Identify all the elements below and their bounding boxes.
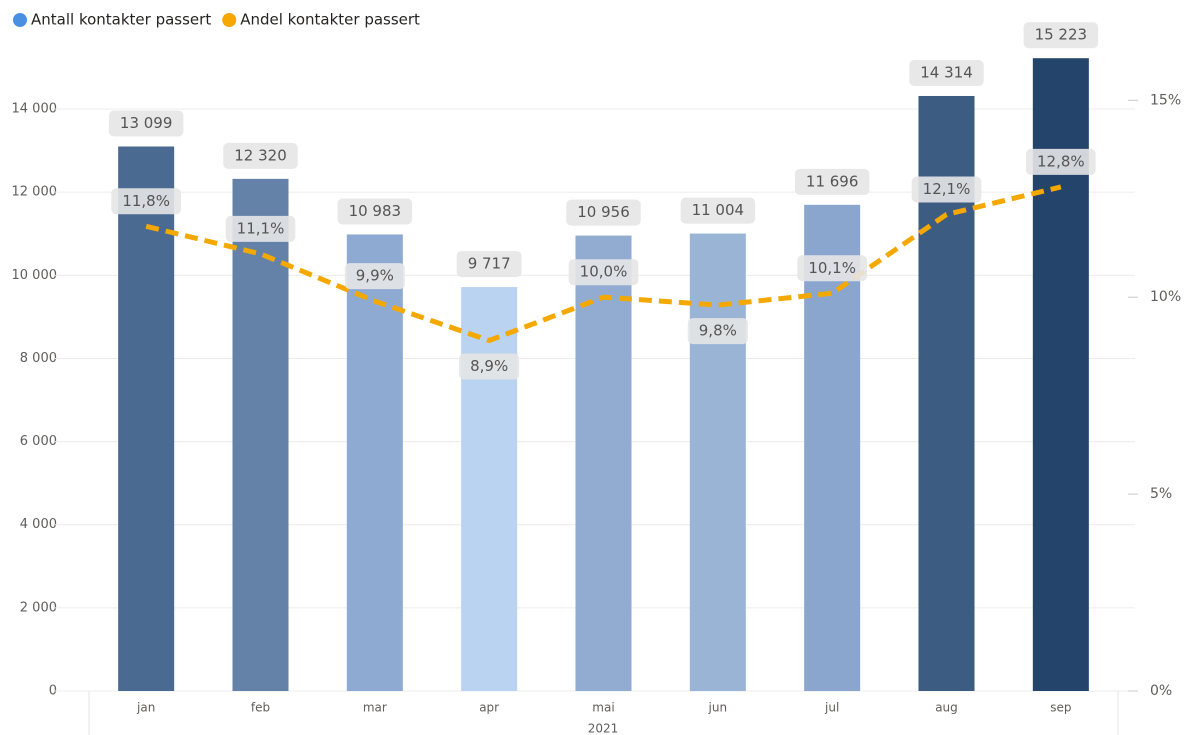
data-label: 11 696 bbox=[794, 168, 870, 195]
data-label: 8,9% bbox=[459, 353, 520, 380]
data-label: 11,1% bbox=[225, 215, 296, 242]
data-label-box bbox=[797, 255, 867, 282]
y-tick-label: 2 000 bbox=[20, 600, 57, 615]
data-label-box bbox=[223, 142, 298, 169]
data-label-text: 15 223 bbox=[1035, 26, 1088, 44]
data-label-box bbox=[456, 251, 522, 278]
x-tick-label: jan bbox=[136, 701, 155, 715]
data-label-text: 10,1% bbox=[808, 259, 856, 277]
data-label-text: 10,0% bbox=[580, 263, 628, 281]
data-label: 12,1% bbox=[911, 176, 982, 203]
bar bbox=[118, 146, 175, 691]
x-tick-label: feb bbox=[251, 701, 270, 715]
line bbox=[145, 184, 1062, 344]
y2-tick-label: 15% bbox=[1150, 92, 1181, 108]
x-tick-label: mai bbox=[592, 701, 614, 715]
y-tick-label: 0 bbox=[49, 684, 57, 699]
data-label-text: 11 004 bbox=[692, 201, 745, 219]
data-label-box bbox=[909, 59, 984, 86]
data-label-text: 8,9% bbox=[470, 357, 508, 375]
data-label-text: 12,1% bbox=[923, 180, 971, 198]
y2-tick-label: 0% bbox=[1150, 683, 1172, 699]
bar bbox=[575, 235, 632, 692]
legend-label: Antall kontakter passert bbox=[31, 11, 211, 29]
data-label: 12,8% bbox=[1026, 148, 1096, 175]
y-tick-label: 6 000 bbox=[20, 434, 57, 449]
data-label-text: 9,9% bbox=[356, 267, 394, 285]
data-label-box bbox=[794, 168, 870, 195]
y-tick-label: 4 000 bbox=[20, 517, 57, 532]
data-label: 10,0% bbox=[568, 259, 639, 286]
data-label-box bbox=[568, 259, 639, 286]
x-axis-label: 2021 bbox=[588, 722, 619, 735]
data-label: 15 223 bbox=[1023, 22, 1099, 49]
data-label-box bbox=[1023, 22, 1099, 49]
data-label-box bbox=[1026, 148, 1096, 175]
data-label: 9,9% bbox=[344, 263, 405, 290]
data-label-text: 13 099 bbox=[120, 114, 173, 132]
legend-marker bbox=[222, 13, 237, 27]
data-label: 9 717 bbox=[456, 251, 522, 278]
data-label-box bbox=[111, 188, 181, 215]
legend-label: Andel kontakter passert bbox=[240, 11, 420, 29]
data-label: 10 983 bbox=[337, 198, 413, 225]
data-label-text: 12,8% bbox=[1037, 152, 1085, 170]
data-label: 10 956 bbox=[566, 199, 641, 226]
x-tick-label: mar bbox=[363, 701, 387, 715]
data-label: 10,1% bbox=[797, 255, 867, 282]
y2-tick-label: 5% bbox=[1150, 486, 1172, 502]
y-tick-label: 8 000 bbox=[20, 351, 57, 366]
x-tick-label: apr bbox=[479, 701, 499, 715]
y-tick-label: 14 000 bbox=[12, 102, 58, 117]
data-label-text: 10 956 bbox=[577, 203, 630, 221]
x-tick-label: jun bbox=[708, 701, 728, 715]
data-label: 11 004 bbox=[680, 197, 756, 224]
data-label-box bbox=[680, 197, 756, 224]
data-label: 9,8% bbox=[687, 318, 748, 345]
data-label: 14 314 bbox=[909, 59, 984, 86]
bar bbox=[346, 234, 403, 691]
data-label-box bbox=[344, 263, 405, 290]
data-label-text: 11 696 bbox=[806, 172, 859, 190]
x-tick-label: jul bbox=[824, 701, 839, 715]
data-label-text: 9 717 bbox=[468, 255, 511, 273]
data-label-box bbox=[911, 176, 982, 203]
x-tick-label: sep bbox=[1050, 701, 1071, 715]
data-label: 13 099 bbox=[108, 110, 184, 137]
data-label-text: 11,8% bbox=[122, 192, 170, 210]
data-label-box bbox=[566, 199, 641, 226]
y-tick-label: 10 000 bbox=[12, 268, 58, 283]
data-label-box bbox=[687, 318, 748, 345]
data-label-text: 10 983 bbox=[349, 202, 402, 220]
data-label-box bbox=[108, 110, 184, 137]
data-label-text: 9,8% bbox=[699, 322, 737, 340]
bar bbox=[232, 178, 289, 691]
data-label-text: 11,1% bbox=[237, 219, 285, 237]
legend-marker bbox=[13, 13, 27, 27]
y-tick-label: 12 000 bbox=[12, 185, 58, 200]
data-label: 12 320 bbox=[223, 142, 298, 169]
bar bbox=[461, 287, 518, 691]
x-tick-label: aug bbox=[935, 701, 958, 715]
data-label-text: 14 314 bbox=[920, 63, 973, 81]
bar bbox=[804, 204, 861, 691]
y2-tick-label: 10% bbox=[1150, 289, 1181, 305]
data-label-box bbox=[337, 198, 413, 225]
data-label: 11,8% bbox=[111, 188, 181, 215]
data-label-box bbox=[225, 215, 296, 242]
data-label-text: 12 320 bbox=[234, 146, 287, 164]
data-label-box bbox=[459, 353, 520, 380]
bar bbox=[689, 233, 746, 691]
